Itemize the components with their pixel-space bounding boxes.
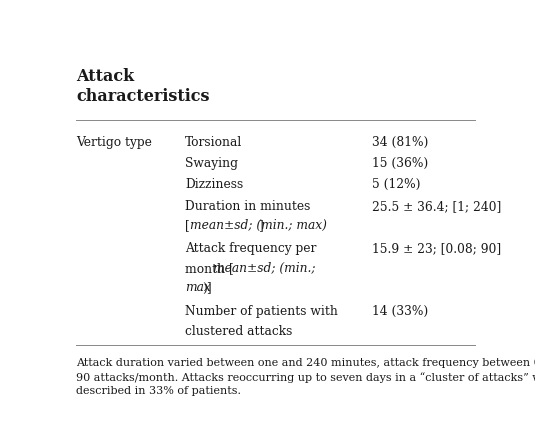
Text: ]: ] xyxy=(257,219,262,232)
Text: Attack duration varied between one and 240 minutes, attack frequency between 0.0: Attack duration varied between one and 2… xyxy=(76,359,535,368)
Text: Number of patients with: Number of patients with xyxy=(185,305,338,318)
Text: Vertigo type: Vertigo type xyxy=(76,136,152,149)
Text: clustered attacks: clustered attacks xyxy=(185,325,293,338)
Text: 15 (36%): 15 (36%) xyxy=(372,157,428,170)
Text: mean±sd; (min.; max): mean±sd; (min.; max) xyxy=(190,219,327,232)
Text: mean±sd; (min.;: mean±sd; (min.; xyxy=(213,262,315,275)
Text: month [: month [ xyxy=(185,262,234,275)
Text: 25.5 ± 36.4; [1; 240]: 25.5 ± 36.4; [1; 240] xyxy=(372,200,501,213)
Text: max: max xyxy=(185,282,211,294)
Text: 15.9 ± 23; [0.08; 90]: 15.9 ± 23; [0.08; 90] xyxy=(372,242,501,255)
Text: Duration in minutes: Duration in minutes xyxy=(185,200,310,213)
Text: 14 (33%): 14 (33%) xyxy=(372,305,428,318)
Text: 5 (12%): 5 (12%) xyxy=(372,178,420,191)
Text: 34 (81%): 34 (81%) xyxy=(372,136,428,149)
Text: 90 attacks/month. Attacks reoccurring up to seven days in a “cluster of attacks”: 90 attacks/month. Attacks reoccurring up… xyxy=(76,372,535,383)
Text: characteristics: characteristics xyxy=(76,88,210,105)
Text: Attack frequency per: Attack frequency per xyxy=(185,242,316,255)
Text: Torsional: Torsional xyxy=(185,136,242,149)
Text: Attack: Attack xyxy=(76,68,134,85)
Text: described in 33% of patients.: described in 33% of patients. xyxy=(76,385,241,396)
Text: Swaying: Swaying xyxy=(185,157,238,170)
Text: )]: )] xyxy=(202,282,211,294)
Text: Dizziness: Dizziness xyxy=(185,178,243,191)
Text: [: [ xyxy=(185,219,190,232)
